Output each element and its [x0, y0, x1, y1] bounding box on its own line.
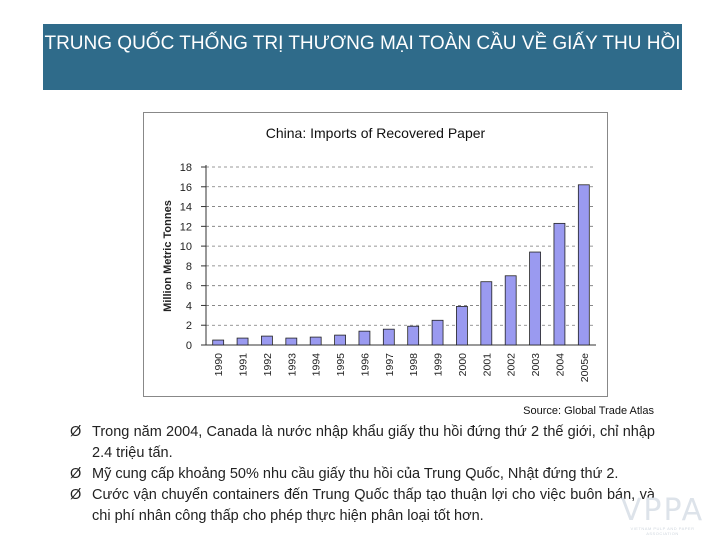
bar-chart: Million Metric Tonnes 0 2 4 6 8 10 12 14 16 18 1990…: [162, 162, 596, 382]
x-tick-label: 1994: [311, 353, 323, 377]
bullet-item-3: Ø Cước vận chuyển containers đến Trung Q…: [70, 485, 655, 527]
y-tick-label: 4: [186, 300, 192, 312]
bullet-text-1: Trong năm 2004, Canada là nước nhập khẩu…: [92, 424, 655, 461]
bar-1994: [309, 336, 322, 346]
x-tick-label: 2005e: [579, 353, 591, 382]
bullet-item-2: Ø Mỹ cung cấp khoảng 50% nhu cầu giấy th…: [70, 464, 655, 485]
x-tick-label: 2002: [506, 353, 518, 377]
x-tick-label: 1990: [213, 353, 225, 377]
source-note: Source: Global Trade Atlas: [523, 405, 654, 417]
bar-2001: [480, 281, 493, 346]
y-tick-label: 8: [186, 261, 192, 273]
x-tick-label: 1991: [238, 353, 250, 377]
y-tick-label: 12: [180, 221, 192, 233]
bullet-arrow-icon: Ø: [70, 424, 82, 440]
bar-1996: [358, 330, 371, 346]
slide-title: TRUNG QUỐC THỐNG TRỊ THƯƠNG MẠI TOÀN CẦU…: [43, 24, 682, 90]
y-axis-label: Million Metric Tonnes: [162, 200, 174, 312]
bar-2004: [553, 222, 566, 346]
x-tick-label: 2004: [554, 353, 566, 377]
x-tick-label: 1998: [408, 353, 420, 377]
y-tick-label: 18: [180, 162, 192, 174]
x-tick-label: 1999: [433, 353, 445, 377]
bar-2003: [529, 251, 541, 346]
bar-1995: [334, 334, 346, 346]
y-tick-label: 10: [180, 241, 192, 253]
bar-2000: [456, 306, 468, 346]
x-tick-label: 2003: [530, 353, 542, 377]
logo-text: VPPA: [620, 493, 705, 528]
y-tick-label: 0: [186, 340, 192, 352]
y-tick-label: 2: [186, 320, 192, 332]
x-tick-label: 2001: [481, 353, 493, 377]
bullet-arrow-icon: Ø: [70, 466, 82, 482]
x-tick-label: 1993: [286, 353, 298, 377]
chart-title: China: Imports of Recovered Paper: [265, 125, 486, 141]
bar-1998: [407, 325, 420, 346]
x-tick-label: 1997: [384, 353, 396, 377]
bar-2005e: [577, 184, 590, 346]
x-tick-label: 1996: [359, 353, 371, 377]
bullet-list: Ø Trong năm 2004, Canada là nước nhập kh…: [70, 422, 655, 527]
y-tick-label: 14: [180, 202, 192, 214]
bar-1991: [236, 337, 249, 346]
vppa-logo: VPPA VIETNAM PULP AND PAPER ASSOCIATION: [615, 493, 710, 537]
x-tick-label: 2000: [457, 353, 469, 377]
bar-1993: [285, 337, 298, 346]
x-tick-label: 1992: [262, 353, 274, 377]
logo-subtext: VIETNAM PULP AND PAPER ASSOCIATION: [630, 526, 695, 536]
y-tick-label: 6: [186, 281, 192, 293]
bullet-item-1: Ø Trong năm 2004, Canada là nước nhập kh…: [70, 422, 655, 464]
x-tick-label: 1995: [335, 353, 347, 377]
bar-1997: [382, 328, 395, 346]
bullet-arrow-icon: Ø: [70, 487, 82, 503]
y-tick-label: 16: [180, 182, 192, 194]
bar-1992: [261, 335, 273, 346]
bullet-text-2: Mỹ cung cấp khoảng 50% nhu cầu giấy thu …: [92, 466, 619, 482]
bullet-text-3: Cước vận chuyển containers đến Trung Quố…: [92, 487, 655, 524]
bar-2002: [504, 275, 517, 346]
bar-1999: [431, 319, 444, 346]
chart-frame: China: Imports of Recovered Paper Millio…: [143, 112, 608, 397]
bar-1990: [212, 339, 225, 346]
